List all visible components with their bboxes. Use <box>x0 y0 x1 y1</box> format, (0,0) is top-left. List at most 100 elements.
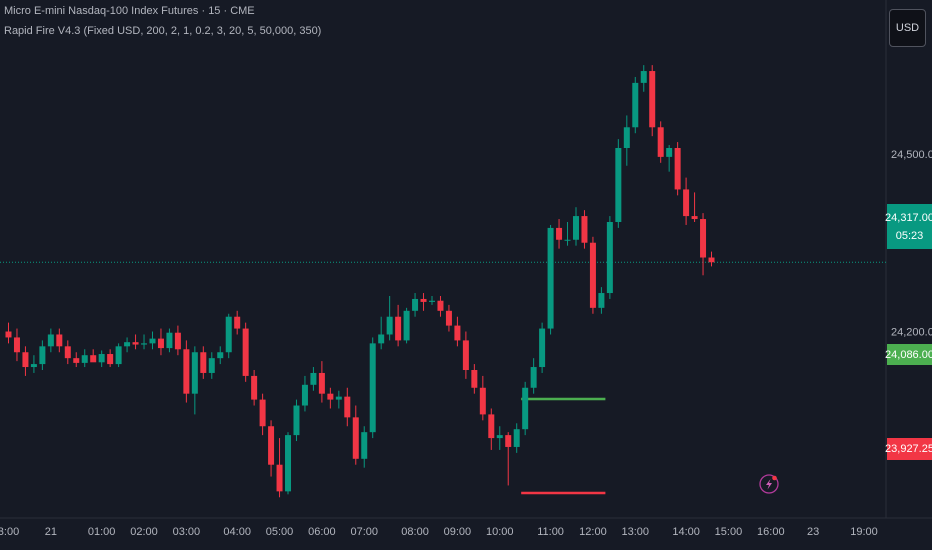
candle[interactable] <box>649 65 656 137</box>
candle[interactable] <box>64 340 71 365</box>
candle-body <box>56 334 63 347</box>
candle[interactable] <box>556 219 563 249</box>
candle-body <box>166 332 173 349</box>
candle[interactable] <box>174 325 181 356</box>
candle[interactable] <box>73 352 80 368</box>
candle[interactable] <box>183 340 190 403</box>
candle[interactable] <box>437 296 444 317</box>
candle[interactable] <box>623 115 630 166</box>
candle[interactable] <box>327 387 334 409</box>
candle[interactable] <box>378 316 385 350</box>
candle[interactable] <box>344 387 351 427</box>
candle[interactable] <box>225 313 232 359</box>
candle[interactable] <box>513 423 520 453</box>
candle[interactable] <box>30 355 37 373</box>
candle[interactable] <box>208 352 215 379</box>
candle[interactable] <box>242 322 249 382</box>
candle[interactable] <box>268 420 275 477</box>
candle[interactable] <box>488 408 495 450</box>
candle[interactable] <box>564 222 571 246</box>
candle-body <box>268 426 275 465</box>
candle[interactable] <box>39 340 46 370</box>
candle[interactable] <box>141 334 148 350</box>
candle[interactable] <box>454 316 461 347</box>
candle[interactable] <box>445 304 452 332</box>
candle[interactable] <box>505 432 512 486</box>
candle[interactable] <box>530 358 537 394</box>
candle[interactable] <box>429 296 435 305</box>
candle[interactable] <box>462 331 469 379</box>
candle[interactable] <box>412 293 419 317</box>
currency-button[interactable]: USD <box>889 9 926 47</box>
candle[interactable] <box>572 207 579 246</box>
time-axis[interactable]: 3:00 21 01:00 02:00 03:00 04:00 05:00 06:00 07:0… <box>0 526 878 538</box>
candle[interactable] <box>285 432 292 495</box>
candle[interactable] <box>666 145 673 172</box>
candle-body <box>200 352 207 373</box>
candle[interactable] <box>124 337 131 353</box>
candle[interactable] <box>674 142 681 196</box>
candle-body <box>115 346 122 365</box>
candle[interactable] <box>547 224 554 335</box>
candle[interactable] <box>149 331 156 350</box>
candle[interactable] <box>632 76 639 134</box>
candle[interactable] <box>251 370 258 406</box>
candle[interactable] <box>640 65 647 92</box>
candle[interactable] <box>81 349 88 368</box>
candle[interactable] <box>420 293 427 311</box>
candle[interactable] <box>335 390 342 409</box>
symbol-title[interactable]: Micro E-mini Nasdaq-100 Index Futures · … <box>4 5 255 17</box>
candle[interactable] <box>90 349 97 363</box>
candle[interactable] <box>301 375 308 412</box>
candle[interactable] <box>234 310 241 335</box>
candle[interactable] <box>56 328 63 353</box>
candle[interactable] <box>13 328 20 362</box>
candle[interactable] <box>115 343 122 368</box>
candle[interactable] <box>683 177 690 225</box>
lightning-icon[interactable] <box>759 474 779 494</box>
candle[interactable] <box>598 287 605 314</box>
candle[interactable] <box>352 405 359 465</box>
indicator-label[interactable]: Rapid Fire V4.3 (Fixed USD, 200, 2, 1, 0… <box>4 25 322 37</box>
candle[interactable] <box>395 304 402 347</box>
candle[interactable] <box>217 346 224 365</box>
time-tick-label: 10:00 <box>486 526 514 538</box>
candle[interactable] <box>276 438 283 498</box>
candle[interactable] <box>496 426 503 450</box>
indicator-lines <box>0 261 886 495</box>
candle[interactable] <box>615 139 622 228</box>
candle[interactable] <box>200 346 207 379</box>
candle[interactable] <box>581 210 588 249</box>
candle[interactable] <box>589 236 596 314</box>
candle[interactable] <box>22 346 29 376</box>
candle-body <box>674 148 681 190</box>
candle[interactable] <box>369 337 376 439</box>
candle[interactable] <box>657 121 664 163</box>
candle[interactable] <box>691 192 698 222</box>
candle-body <box>242 328 249 376</box>
candle[interactable] <box>522 381 529 436</box>
candle[interactable] <box>386 296 393 341</box>
candle[interactable] <box>157 328 164 356</box>
candle[interactable] <box>606 216 613 299</box>
candle[interactable] <box>259 393 266 436</box>
candle[interactable] <box>191 346 198 415</box>
candle[interactable] <box>166 328 173 353</box>
candle[interactable] <box>47 328 54 353</box>
candle[interactable] <box>132 334 139 350</box>
candle[interactable] <box>471 364 478 394</box>
candle[interactable] <box>293 399 300 442</box>
candle[interactable] <box>479 375 486 421</box>
candle[interactable] <box>700 213 707 276</box>
candle[interactable] <box>539 322 546 373</box>
candle[interactable] <box>310 367 317 391</box>
candle[interactable] <box>5 322 12 344</box>
candle[interactable] <box>107 349 114 368</box>
candle[interactable] <box>361 426 368 468</box>
candle[interactable] <box>98 350 105 368</box>
candle[interactable] <box>318 361 325 403</box>
time-tick-label: 12:00 <box>579 526 607 538</box>
candle[interactable] <box>403 307 410 344</box>
candle[interactable] <box>708 251 715 267</box>
